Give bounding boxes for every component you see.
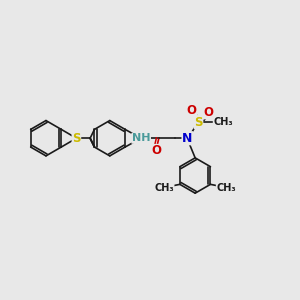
Text: NH: NH [132, 133, 150, 143]
Text: S: S [72, 132, 81, 145]
Text: S: S [194, 116, 203, 129]
Text: O: O [151, 145, 161, 158]
Text: CH₃: CH₃ [216, 183, 236, 193]
Text: CH₃: CH₃ [154, 183, 174, 193]
Text: CH₃: CH₃ [213, 117, 233, 127]
Text: O: O [203, 106, 213, 119]
Text: N: N [182, 132, 193, 145]
Text: O: O [187, 104, 197, 117]
